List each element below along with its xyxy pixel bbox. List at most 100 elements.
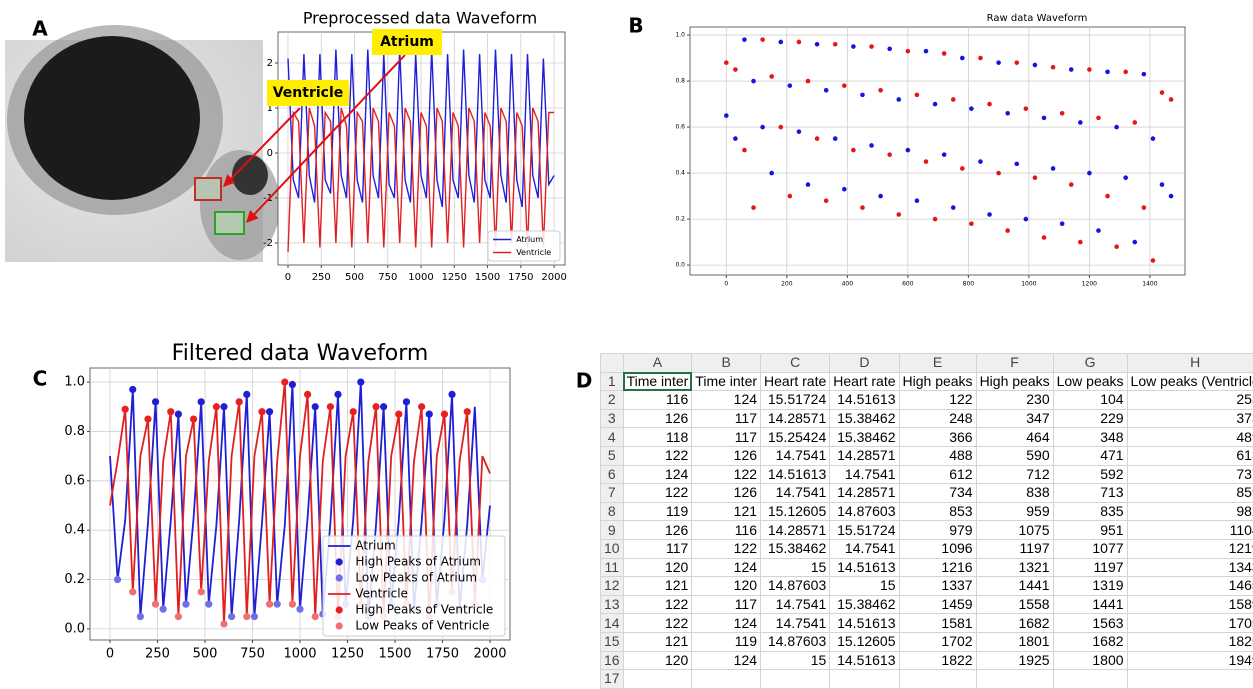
cell: 1319 [1053, 577, 1127, 596]
row-number: 12 [601, 577, 624, 596]
point [842, 187, 847, 192]
point [266, 601, 273, 608]
legend-swatch [336, 574, 343, 581]
row-number: 6 [601, 465, 624, 484]
cell: 15.51724 [830, 521, 899, 540]
point [797, 129, 802, 134]
point [769, 171, 774, 176]
point [1087, 67, 1092, 72]
cell: 951 [1053, 521, 1127, 540]
legend-swatch [336, 606, 343, 613]
point [327, 403, 334, 410]
cell: 122 [899, 391, 976, 410]
x-tick-label: 200 [781, 281, 793, 288]
point [942, 152, 947, 157]
point [1151, 136, 1156, 141]
y-tick-label: 0.6 [675, 124, 685, 131]
cell: 1581 [899, 614, 976, 633]
cell: 1441 [1053, 595, 1127, 614]
point [289, 601, 296, 608]
point [220, 620, 227, 627]
cell: 1104 [1127, 521, 1253, 540]
cell: 982 [1127, 502, 1253, 521]
point [251, 613, 258, 620]
point [806, 182, 811, 187]
cell: 373 [1127, 409, 1253, 428]
cell: 15.51724 [761, 391, 830, 410]
cell: 471 [1053, 446, 1127, 465]
cell: 120 [623, 558, 692, 577]
x-tick-label: 1750 [426, 647, 459, 662]
point [1114, 244, 1119, 249]
row-number: 9 [601, 521, 624, 540]
point [236, 398, 243, 405]
cell: 122 [623, 484, 692, 503]
cell: 1800 [1053, 651, 1127, 670]
row-number: 2 [601, 391, 624, 410]
cell: 612 [899, 465, 976, 484]
cell: 1589 [1127, 595, 1253, 614]
cell: 126 [623, 521, 692, 540]
empty-cell [623, 670, 692, 689]
y-tick-label: 0.0 [675, 262, 685, 269]
point [969, 221, 974, 226]
point [1069, 182, 1074, 187]
point [933, 217, 938, 222]
cell: 737 [1127, 465, 1253, 484]
point [1060, 221, 1065, 226]
sheet-row: 17 [601, 670, 1253, 689]
x-tick-label: 800 [963, 281, 975, 288]
point [1014, 60, 1019, 65]
embryo-image [5, 25, 280, 262]
cell: 1825 [1127, 632, 1253, 651]
point [960, 166, 965, 171]
cell: 126 [692, 484, 761, 503]
point [878, 194, 883, 199]
point [860, 93, 865, 98]
cell: 1682 [1053, 632, 1127, 651]
cell: 348 [1053, 428, 1127, 447]
point [380, 403, 387, 410]
cell: 120 [692, 577, 761, 596]
y-tick-label: 2 [267, 58, 273, 69]
point [751, 205, 756, 210]
point [833, 136, 838, 141]
cell: 713 [1053, 484, 1127, 503]
point [742, 37, 747, 42]
ventricle-label: Ventricle [273, 85, 344, 101]
point [395, 411, 402, 418]
column-letter: C [761, 354, 830, 373]
x-tick-label: 600 [902, 281, 914, 288]
cell: 464 [976, 428, 1053, 447]
cell: 835 [1053, 502, 1127, 521]
empty-cell [692, 670, 761, 689]
y-tick-label: -2 [263, 238, 273, 249]
row-number: 15 [601, 632, 624, 651]
cell: 15.25424 [761, 428, 830, 447]
legend-label: Ventricle [355, 587, 408, 601]
point [1024, 106, 1029, 111]
row-number: 11 [601, 558, 624, 577]
point [969, 106, 974, 111]
row-number: 3 [601, 409, 624, 428]
point [175, 613, 182, 620]
point [152, 398, 159, 405]
cell: 1197 [1053, 558, 1127, 577]
point [228, 613, 235, 620]
column-letter: B [692, 354, 761, 373]
point [403, 398, 410, 405]
empty-cell [761, 670, 830, 689]
point [824, 88, 829, 93]
point [198, 398, 205, 405]
point [312, 613, 319, 620]
header-cell: Time inter [692, 372, 761, 391]
cell: 489 [1127, 428, 1253, 447]
cell: 124 [623, 465, 692, 484]
cell: 592 [1053, 465, 1127, 484]
point [851, 148, 856, 153]
point [1042, 235, 1047, 240]
point [1096, 116, 1101, 121]
cell: 859 [1127, 484, 1253, 503]
